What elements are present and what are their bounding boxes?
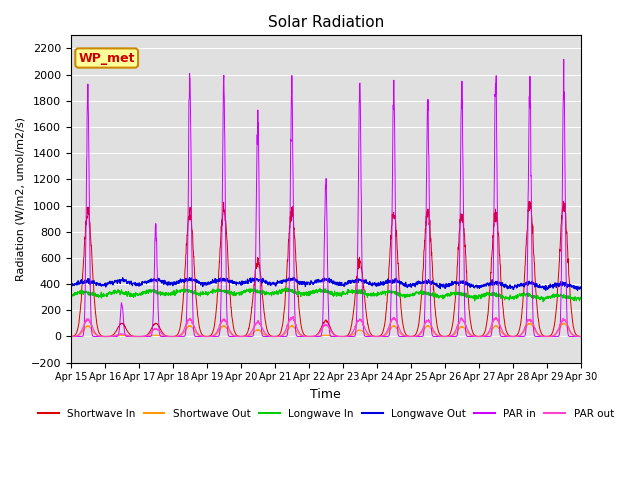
Longwave In	[540, 299, 547, 305]
Longwave Out	[340, 282, 348, 288]
PAR out	[547, 334, 554, 339]
Shortwave In	[474, 334, 482, 339]
PAR in	[340, 334, 348, 339]
Shortwave In	[577, 334, 584, 339]
Line: Longwave In: Longwave In	[71, 288, 580, 302]
Longwave Out	[351, 276, 359, 282]
PAR out	[352, 323, 360, 329]
Longwave Out	[474, 284, 482, 290]
Shortwave In	[340, 334, 348, 339]
Shortwave Out	[209, 333, 217, 339]
Longwave In	[67, 294, 75, 300]
Line: Shortwave In: Shortwave In	[71, 201, 580, 336]
Shortwave In	[532, 289, 540, 295]
Text: WP_met: WP_met	[79, 51, 135, 64]
PAR out	[577, 334, 584, 339]
Longwave Out	[532, 280, 540, 286]
PAR out	[101, 334, 109, 339]
PAR out	[289, 313, 297, 319]
PAR in	[546, 334, 554, 339]
Shortwave In	[351, 288, 359, 294]
Line: PAR out: PAR out	[71, 316, 580, 336]
Shortwave Out	[532, 329, 540, 335]
PAR in	[351, 332, 359, 337]
Longwave In	[251, 285, 259, 291]
PAR in	[560, 57, 568, 62]
Line: Longwave Out: Longwave Out	[71, 277, 580, 290]
Longwave Out	[573, 288, 581, 293]
Shortwave In	[209, 328, 217, 334]
Shortwave Out	[340, 334, 348, 339]
PAR in	[474, 334, 482, 339]
PAR out	[67, 334, 75, 339]
PAR in	[209, 334, 217, 339]
PAR in	[532, 334, 540, 339]
Legend: Shortwave In, Shortwave Out, Longwave In, Longwave Out, PAR in, PAR out: Shortwave In, Shortwave Out, Longwave In…	[33, 405, 618, 423]
Longwave Out	[546, 285, 554, 290]
PAR out	[532, 328, 540, 334]
Longwave In	[209, 288, 217, 293]
PAR out	[209, 333, 217, 338]
Line: Shortwave Out: Shortwave Out	[71, 323, 580, 336]
X-axis label: Time: Time	[310, 388, 341, 401]
Longwave In	[351, 289, 359, 295]
Shortwave Out	[101, 334, 109, 339]
Y-axis label: Radiation (W/m2, umol/m2/s): Radiation (W/m2, umol/m2/s)	[15, 117, 25, 281]
PAR out	[474, 334, 482, 339]
PAR in	[101, 334, 109, 339]
Longwave In	[340, 290, 348, 296]
Shortwave Out	[474, 334, 482, 339]
Shortwave Out	[526, 320, 534, 326]
Shortwave Out	[351, 330, 359, 336]
Longwave In	[474, 295, 482, 301]
Shortwave In	[546, 333, 554, 339]
Longwave Out	[67, 283, 75, 289]
Shortwave Out	[577, 334, 584, 339]
Shortwave Out	[67, 334, 75, 339]
Longwave Out	[290, 275, 298, 280]
Shortwave In	[67, 334, 75, 339]
Longwave In	[547, 293, 554, 299]
PAR in	[67, 334, 75, 339]
Title: Solar Radiation: Solar Radiation	[268, 15, 384, 30]
Longwave Out	[209, 278, 217, 284]
Longwave In	[577, 296, 584, 301]
Shortwave Out	[547, 334, 554, 339]
Longwave Out	[577, 284, 584, 289]
Line: PAR in: PAR in	[71, 60, 580, 336]
PAR out	[340, 334, 348, 339]
Shortwave In	[135, 334, 143, 339]
Shortwave In	[559, 198, 567, 204]
Longwave In	[532, 295, 540, 301]
PAR in	[577, 334, 584, 339]
